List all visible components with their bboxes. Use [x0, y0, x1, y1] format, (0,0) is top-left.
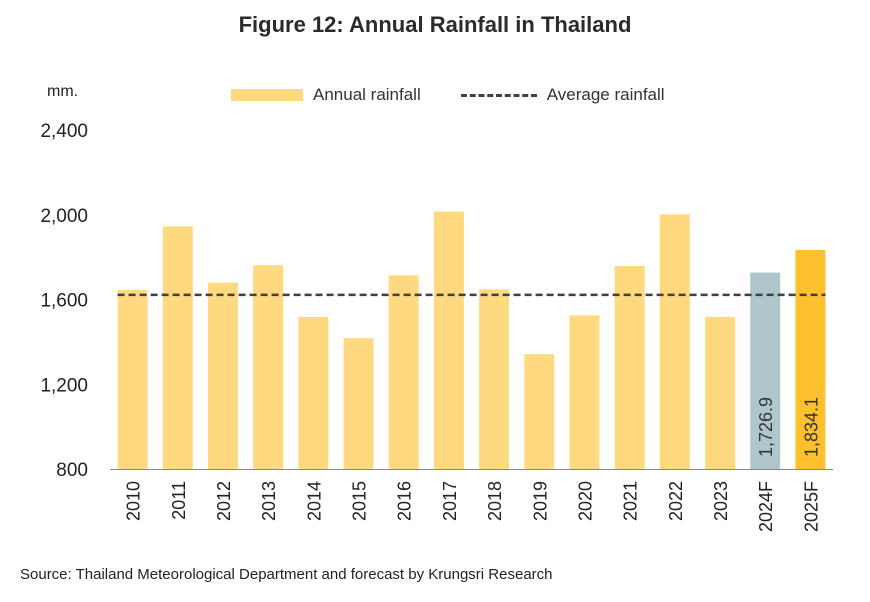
x-tick-label: 2018: [485, 481, 505, 521]
y-tick-label: 1,600: [40, 291, 88, 312]
x-tick-label: 2012: [214, 481, 234, 521]
bar: [253, 265, 284, 469]
legend-label-average-rainfall: Average rainfall: [546, 85, 665, 104]
x-tick-label: 2011: [169, 481, 189, 520]
x-tick-label: 2025F: [801, 481, 821, 532]
legend-label-annual-rainfall: Annual rainfall: [313, 85, 421, 104]
bar: [569, 315, 600, 469]
bar: [207, 282, 238, 469]
data-label: 1,726.9: [756, 397, 776, 457]
x-tick-label: 2013: [259, 481, 279, 521]
x-tick-label: 2016: [395, 481, 415, 521]
x-tick-label: 2022: [666, 481, 686, 521]
bar: [298, 316, 329, 469]
bar: [659, 214, 690, 469]
bar: [343, 338, 374, 469]
bar: [524, 354, 555, 469]
data-label: 1,834.1: [801, 397, 821, 457]
bar: [614, 266, 645, 469]
bar: [795, 249, 826, 469]
legend: Annual rainfall Average rainfall: [231, 84, 665, 106]
x-tick-label: 2020: [575, 481, 595, 521]
chart-title: Figure 12: Annual Rainfall in Thailand: [238, 12, 632, 37]
bar: [705, 316, 736, 469]
x-tick-label: 2024F: [756, 481, 776, 532]
bar: [479, 289, 510, 469]
x-tick-label: 2019: [530, 481, 550, 521]
x-tick-label: 2017: [440, 481, 460, 521]
bar: [117, 289, 148, 469]
y-tick-label: 1,200: [40, 375, 88, 396]
bar: [750, 272, 781, 469]
x-tick-label: 2010: [124, 481, 144, 521]
bar: [433, 211, 464, 469]
bar: [388, 275, 419, 469]
legend-swatch-average-rainfall: [460, 93, 537, 97]
legend-swatch-annual-rainfall: [231, 89, 303, 101]
x-tick-label: 2015: [350, 481, 370, 521]
bar: [162, 226, 193, 469]
x-tick-label: 2021: [621, 481, 641, 521]
y-axis-unit-label: mm.: [47, 83, 79, 100]
x-tick-label: 2023: [711, 481, 731, 521]
source-note: Source: Thailand Meteorological Departme…: [20, 566, 553, 583]
y-tick-label: 800: [56, 460, 88, 481]
y-tick-label: 2,400: [40, 121, 88, 142]
y-tick-label: 2,000: [40, 206, 88, 227]
x-tick-label: 2014: [304, 481, 324, 521]
